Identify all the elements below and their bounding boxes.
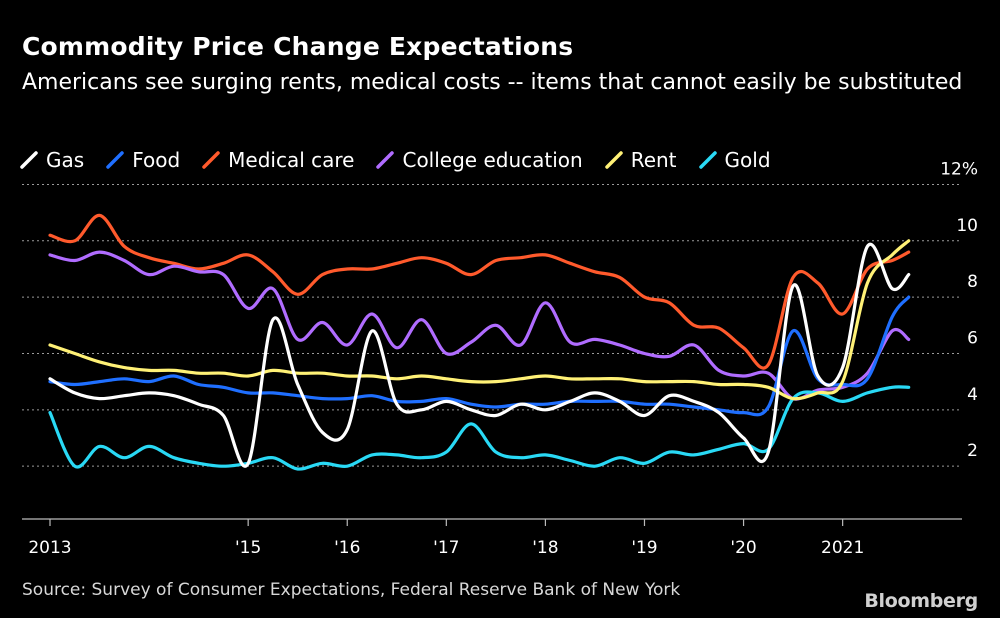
x-tick-label-2018: '18	[532, 538, 558, 558]
legend-swatch-rent	[604, 151, 623, 169]
y-tick-label-8: 8	[967, 272, 978, 292]
legend-swatch-gold	[698, 151, 717, 169]
x-tick-label-2021: 2021	[821, 538, 864, 558]
chart-subtitle: Americans see surging rents, medical cos…	[22, 70, 963, 95]
legend-label-gas: Gas	[46, 148, 85, 172]
legend-label-rent: Rent	[630, 148, 677, 172]
series-line-college-education	[48, 250, 911, 401]
legend-item-gas: Gas	[20, 148, 84, 172]
chart-title: Commodity Price Change Expectations	[22, 32, 574, 61]
y-tick-label-12: 12%	[940, 159, 978, 179]
legend-swatch-gas	[20, 151, 38, 169]
legend: Gas Food Medical care College education Rent…	[20, 148, 793, 172]
x-tick-label-2017: '17	[433, 538, 459, 558]
brand-logo: Bloomberg	[864, 590, 978, 612]
y-tick-label-10: 10	[956, 216, 978, 236]
series-line-medical-care	[48, 213, 911, 370]
source-note: Source: Survey of Consumer Expectations,…	[22, 580, 681, 600]
legend-swatch-food	[106, 151, 124, 169]
x-tick-label-2015: '15	[235, 538, 261, 558]
y-tick-label-6: 6	[967, 328, 978, 348]
y-tick-label-4: 4	[967, 385, 978, 405]
legend-label-food: Food	[132, 148, 181, 172]
legend-item-medical-care: Medical care	[202, 148, 354, 172]
x-tick-label-2016: '16	[334, 538, 360, 558]
x-tick-label-2013: 2013	[28, 538, 71, 558]
series-line-gold	[48, 385, 911, 471]
series-line-gas	[48, 242, 911, 468]
legend-item-gold: Gold	[698, 148, 771, 172]
legend-item-food: Food	[106, 148, 180, 172]
legend-label-gold: Gold	[724, 148, 771, 172]
legend-swatch-medical-care	[202, 151, 220, 169]
x-tick-label-2020: '20	[730, 538, 756, 558]
legend-swatch-college-education	[376, 151, 395, 169]
y-tick-label-2: 2	[967, 441, 978, 461]
legend-label-medical-care: Medical care	[228, 148, 355, 172]
legend-item-rent: Rent	[604, 148, 677, 172]
legend-label-college-education: College education	[402, 148, 583, 172]
x-tick-label-2019: '19	[631, 538, 657, 558]
legend-item-college-education: College education	[376, 148, 583, 172]
